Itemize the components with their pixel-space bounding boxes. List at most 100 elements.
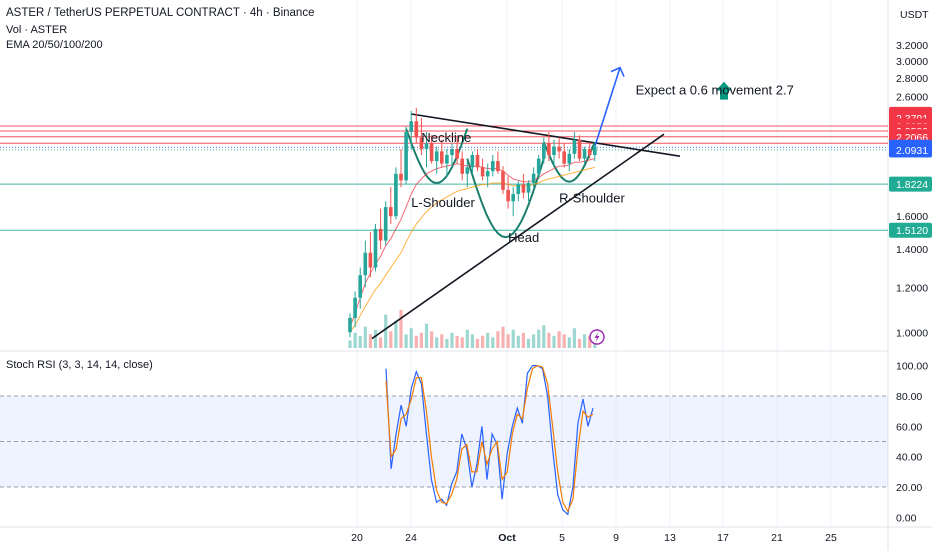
volume-bar (475, 338, 480, 348)
stoch-rsi-plot (0, 364, 888, 516)
annotations: Neckline L-Shoulder Head R-Shoulder Expect a… (411, 82, 794, 245)
candle-body (419, 137, 424, 150)
ema-indicator-label[interactable]: EMA 20/50/100/200 (6, 39, 103, 51)
volume-bar (358, 335, 362, 348)
annotation-text: Expect a 0.6 movement 2.7 (636, 82, 794, 97)
annotation-text: R-Shoulder (559, 191, 625, 206)
volume-bar (353, 332, 357, 348)
candle-body (368, 252, 373, 268)
price-axis: 3.2000 3.0000 2.8000 2.6000 1.6000 1.4000 1.20… (889, 40, 932, 524)
volume-indicator-label[interactable]: Vol · ASTER (6, 24, 68, 36)
stoch-rsi-label[interactable]: Stoch RSI (3, 3, 14, 14, close) (6, 359, 153, 371)
candle-body (547, 143, 551, 155)
rsi-tick-label: 20.00 (896, 482, 922, 494)
price-tick-label: 1.6000 (896, 211, 928, 223)
volume-bar (547, 332, 551, 348)
volume-bar (511, 329, 515, 348)
volume-bar (430, 331, 434, 348)
volume-bar (460, 337, 464, 348)
volume-bar (440, 334, 444, 348)
candle-body (567, 153, 572, 164)
candle-body (358, 275, 362, 298)
candle-body (475, 154, 480, 168)
price-tick-label: 2.6000 (896, 91, 928, 103)
candle-body (460, 158, 464, 174)
candle-body (353, 297, 357, 318)
volume-bar (501, 326, 505, 348)
candle-body (378, 228, 383, 241)
volume-bar (557, 331, 561, 348)
volume-bar (481, 335, 485, 348)
candle-body (455, 149, 459, 159)
right-shoulder-curve (542, 141, 596, 183)
ema50-line (349, 166, 595, 333)
time-tick-label: 5 (559, 532, 565, 544)
candle-body (572, 139, 577, 154)
head-curve (466, 158, 545, 239)
price-tick-label: 3.2000 (896, 40, 928, 52)
time-tick-label: 20 (351, 532, 363, 544)
volume-bar (552, 335, 556, 348)
candle-body (496, 161, 500, 172)
time-tick-label: 17 (717, 532, 729, 544)
time-tick-label: 25 (825, 532, 837, 544)
projection-arrowhead (610, 66, 625, 77)
time-tick-label: 24 (405, 532, 417, 544)
candle-body (521, 184, 526, 193)
volume-bar (496, 331, 500, 348)
price-tag (889, 222, 932, 238)
candle-body (536, 158, 541, 174)
volume-bar (465, 329, 469, 348)
volume-bar (486, 332, 490, 348)
volume-bar (506, 334, 510, 348)
volume-bar (516, 335, 520, 348)
candle-body (373, 228, 378, 268)
candle-body (531, 173, 536, 184)
candle-body (383, 207, 388, 241)
candle-body (501, 171, 505, 190)
candle-body (480, 167, 485, 177)
price-tick-label: 1.4000 (896, 244, 928, 256)
currency-unit-label[interactable]: USDT (900, 9, 929, 21)
price-tick-label: 1.2000 (896, 282, 928, 294)
chart-title: ASTER / TetherUS PERPETUAL CONTRACT · 4h… (6, 7, 315, 19)
price-tag (889, 142, 932, 158)
candle-body (389, 207, 393, 217)
candle-body (542, 143, 546, 159)
candle-body (506, 189, 510, 202)
volume-bar (526, 338, 531, 348)
candle-body (450, 149, 454, 155)
rsi-tick-label: 0.00 (896, 512, 917, 524)
candle-body (470, 154, 475, 168)
candle-body (526, 183, 531, 193)
horizontal-levels (0, 125, 888, 231)
volume-bar (455, 335, 459, 348)
candle-body (394, 173, 398, 217)
candle-body (587, 149, 592, 155)
candle-body (511, 194, 515, 202)
lightning-glyph (594, 332, 600, 342)
candle-body (429, 143, 434, 162)
candle-body (363, 252, 368, 276)
rsi-tick-label: 100.00 (896, 361, 928, 373)
price-tick-label: 1.0000 (896, 327, 928, 339)
volume-bar (491, 337, 495, 348)
volume-bar (537, 329, 541, 348)
volume-bar (542, 325, 546, 348)
volume-bar (583, 334, 587, 348)
candle-body (434, 151, 439, 162)
up-arrow-icon (716, 81, 732, 100)
volume-bar (577, 338, 582, 348)
candle-body (445, 154, 449, 164)
ema-lines (349, 158, 595, 333)
candle-body (593, 146, 597, 155)
volume-bar (567, 337, 571, 348)
volume-bar (588, 335, 592, 348)
candle-body (404, 131, 408, 181)
volume-bar (414, 335, 418, 348)
volume-bar (424, 323, 429, 348)
volume-bar (389, 331, 393, 348)
rsi-tick-label: 80.00 (896, 391, 922, 403)
